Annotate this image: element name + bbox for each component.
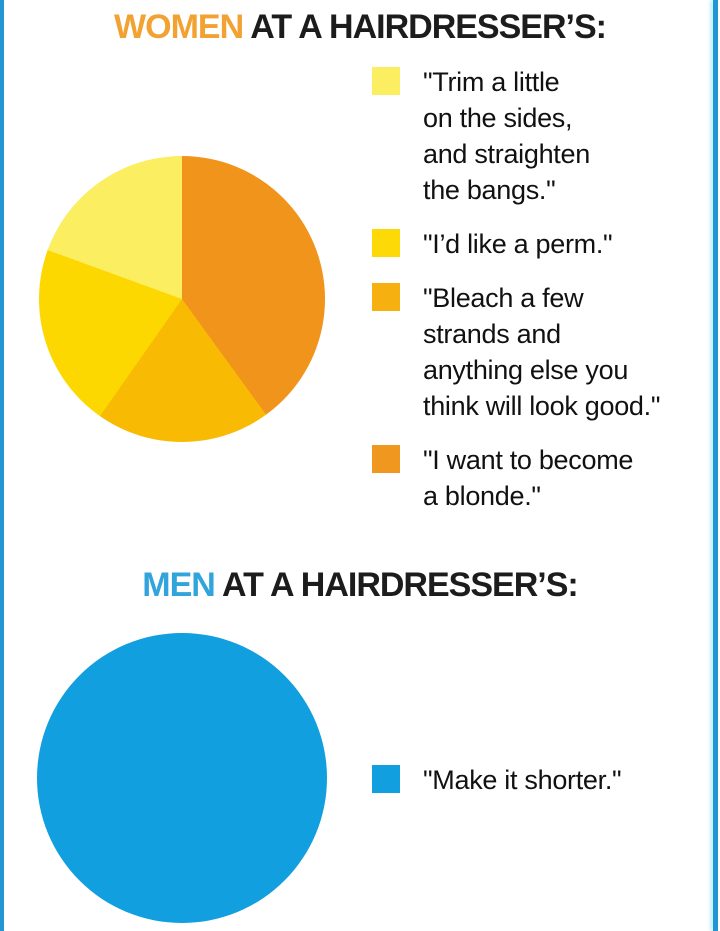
legend-label-blonde: "I want to become a blonde." — [423, 445, 634, 511]
women-section-title: WOMEN AT A HAIRDRESSER’S: — [0, 8, 720, 47]
right-border-strip — [713, 0, 718, 931]
left-border-strip — [0, 0, 4, 931]
women-pie-chart — [39, 156, 325, 442]
women-legend: "Trim a little on the sides, and straigh… — [372, 64, 660, 514]
men-section-title: MEN AT A HAIRDRESSER’S: — [0, 566, 720, 605]
legend-item-shorter: "Make it shorter." — [372, 762, 622, 798]
legend-swatch-yellow — [372, 229, 400, 257]
legend-label-trim: "Trim a little on the sides, and straigh… — [423, 67, 590, 205]
legend-swatch-amber — [372, 283, 400, 311]
men-title-rest: AT A HAIRDRESSER’S: — [214, 566, 579, 604]
legend-swatch-light-yellow — [372, 67, 400, 95]
legend-item-bleach: "Bleach a few strands and anything else … — [372, 280, 660, 424]
legend-item-trim: "Trim a little on the sides, and straigh… — [372, 64, 660, 208]
legend-swatch-orange — [372, 445, 400, 473]
legend-swatch-blue — [372, 765, 400, 793]
men-pie-chart — [37, 633, 327, 923]
legend-item-blonde: "I want to become a blonde." — [372, 442, 660, 514]
legend-item-perm: "I’d like a perm." — [372, 226, 660, 262]
legend-label-shorter: "Make it shorter." — [423, 765, 622, 795]
women-title-rest: AT A HAIRDRESSER’S: — [243, 8, 607, 46]
legend-label-bleach: "Bleach a few strands and anything else … — [423, 283, 661, 421]
men-title-highlight: MEN — [142, 566, 216, 604]
legend-label-perm: "I’d like a perm." — [423, 229, 613, 259]
women-title-highlight: WOMEN — [114, 8, 244, 46]
men-legend: "Make it shorter." — [372, 762, 622, 798]
